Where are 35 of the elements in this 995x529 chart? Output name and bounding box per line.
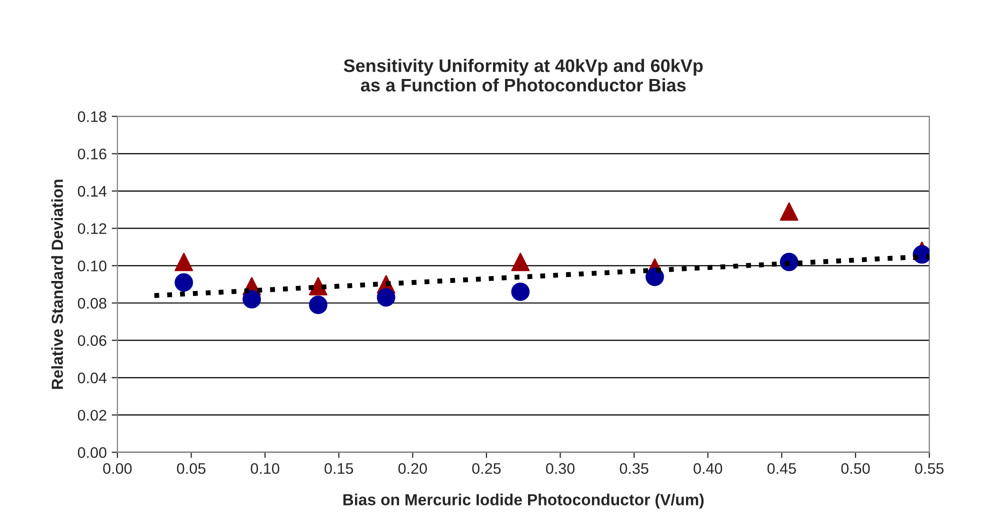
- point: [242, 290, 261, 308]
- y-tick-label: 0.14: [78, 186, 107, 197]
- point: [511, 282, 530, 302]
- point: [646, 268, 664, 286]
- point: [308, 277, 328, 296]
- x-axis-title: Bias on Mercuric Iodide Photoconductor (V/um): [343, 494, 704, 509]
- point: [308, 296, 328, 314]
- point: [174, 273, 194, 292]
- point: [780, 202, 798, 221]
- point: [376, 288, 396, 307]
- y-tick-label: 0.08: [78, 298, 106, 309]
- x-tick-label: 0.35: [620, 463, 648, 474]
- point: [174, 252, 194, 272]
- y-axis-title: Relative Standard Deviation: [51, 180, 63, 389]
- x-tick-label: 0.40: [694, 463, 722, 474]
- x-tick-label: 0.55: [915, 463, 944, 474]
- x-tick-label: 0.20: [398, 463, 427, 474]
- y-tick-label: 0.04: [78, 372, 107, 384]
- y-tick-label: 0.00: [78, 447, 106, 458]
- point: [511, 252, 530, 272]
- x-tick-label: 0.30: [546, 463, 575, 474]
- x-tick-label: 0.15: [324, 463, 354, 474]
- x-tick-label: 0.05: [176, 463, 206, 474]
- x-tick-label: 0.45: [767, 463, 796, 474]
- x-tick-label: 0.25: [472, 463, 501, 474]
- y-tick-label: 0.18: [78, 111, 106, 122]
- y-tick-label: 0.02: [78, 410, 106, 421]
- y-tick-label: 0.12: [78, 223, 106, 234]
- y-tick-label: 0.16: [78, 148, 106, 160]
- y-tick-label: 0.06: [78, 335, 106, 346]
- chart-title: Sensitivity Uniformity at 40kVp and 60kVp as a Function of Photoconductor Bias: [344, 58, 703, 92]
- x-tick-label: 0.00: [103, 463, 132, 474]
- x-tick-label: 0.10: [250, 463, 280, 474]
- x-tick-label: 0.50: [841, 463, 870, 474]
- y-tick-label: 0.10: [78, 260, 106, 272]
